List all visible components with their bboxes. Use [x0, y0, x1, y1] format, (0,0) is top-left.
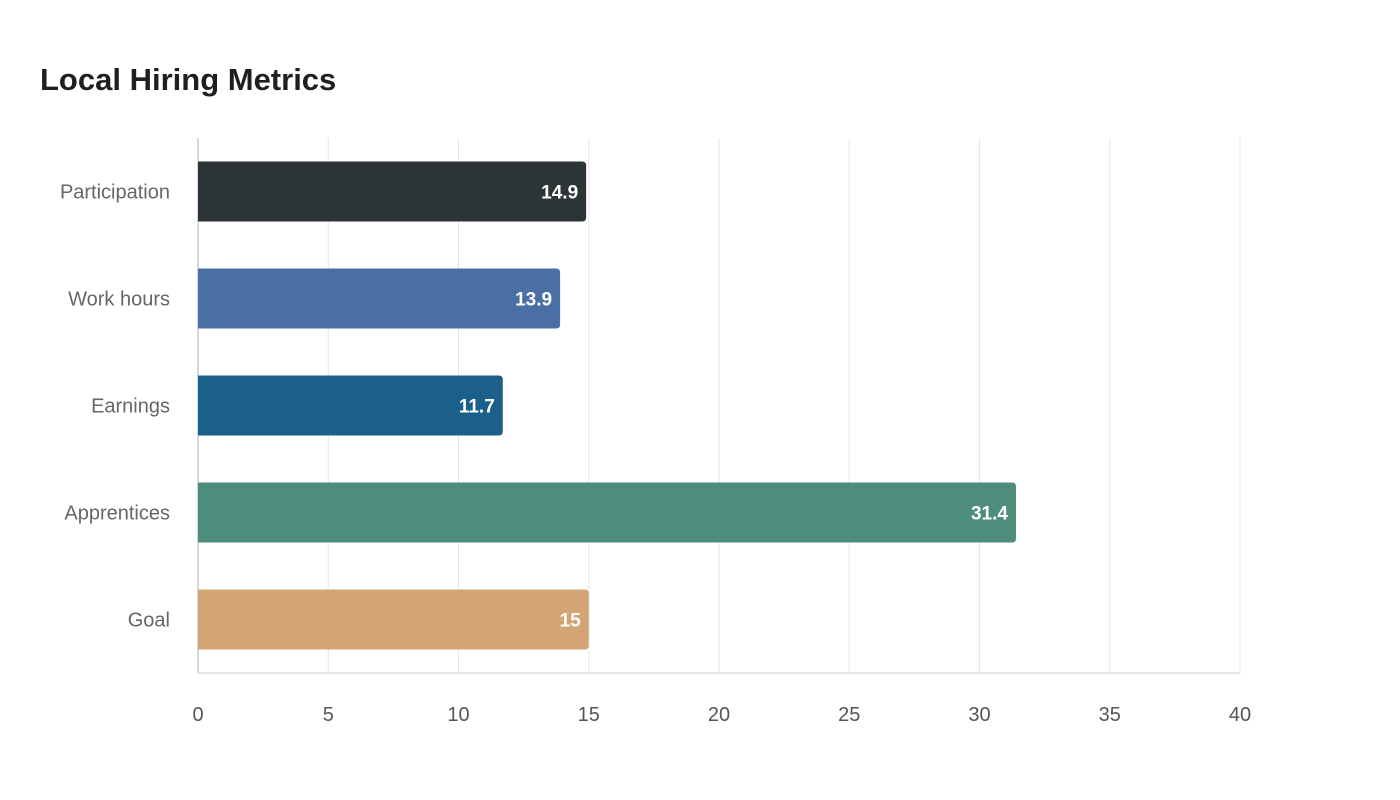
category-label: Goal [128, 610, 170, 632]
x-tick-label: 35 [1099, 704, 1121, 726]
category-label: Apprentices [64, 503, 170, 525]
bar [198, 589, 589, 650]
x-tick-label: 40 [1229, 704, 1251, 726]
category-label: Earnings [91, 396, 170, 418]
x-tick-label: 0 [192, 704, 203, 726]
bar [198, 161, 587, 222]
x-tick-label: 25 [838, 704, 860, 726]
chart-title: Local Hiring Metrics [40, 62, 337, 97]
category-label: Work hours [68, 289, 170, 311]
bar [198, 375, 503, 436]
category-label: Participation [60, 182, 170, 204]
bar-value-label: 15 [560, 611, 582, 632]
bar [198, 482, 1016, 543]
bars [198, 161, 1016, 650]
x-tick-label: 10 [447, 704, 469, 726]
x-tick-label: 15 [578, 704, 600, 726]
bar-value-label: 31.4 [971, 504, 1008, 525]
bar [198, 268, 561, 329]
x-tick-label: 30 [968, 704, 990, 726]
bar-value-label: 11.7 [459, 397, 495, 418]
labels: 0 5 10 15 20 25 30 35 40 Participation 14.9 Work ho… [60, 182, 1251, 727]
bar-value-label: 13.9 [515, 290, 552, 311]
x-tick-label: 5 [323, 704, 334, 726]
x-tick-label: 20 [708, 704, 730, 726]
bar-value-label: 14.9 [541, 183, 578, 204]
